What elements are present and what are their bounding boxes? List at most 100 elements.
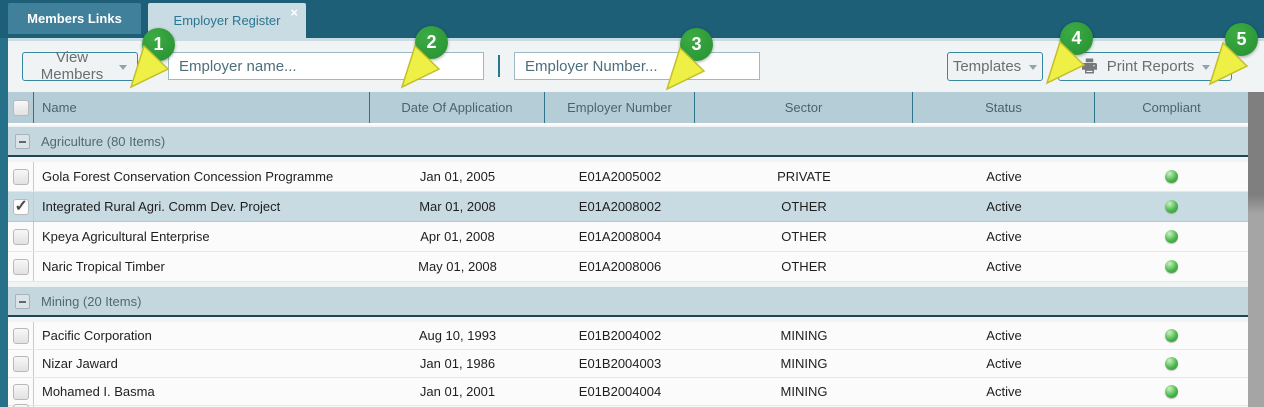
column-header-employer-number[interactable]: Employer Number bbox=[545, 92, 695, 123]
cell-status: Active bbox=[986, 169, 1022, 184]
chevron-down-icon bbox=[1029, 64, 1038, 70]
row-checkbox[interactable] bbox=[12, 196, 29, 216]
tab-members-links[interactable]: Members Links bbox=[8, 3, 141, 34]
cell-employer-number: E01B2004003 bbox=[578, 356, 662, 371]
column-header-compliant[interactable]: Compliant bbox=[1142, 100, 1201, 115]
annotation-arrow-icon bbox=[129, 44, 170, 89]
table-body: Agriculture (80 Items) Gola Forest Conse… bbox=[8, 127, 1248, 407]
cell-name: Gola Forest Conservation Concession Prog… bbox=[42, 169, 334, 184]
table-row[interactable]: Nizar Jaward Jan 01, 1986 E01B2004003 MI… bbox=[8, 350, 1248, 378]
table-row[interactable]: Kpeya Agricultural Enterprise Apr 01, 20… bbox=[8, 222, 1248, 252]
cell-sector: MINING bbox=[780, 356, 828, 371]
annotation-callout-4: 4 bbox=[1045, 22, 1093, 85]
cell-name: Nizar Jaward bbox=[42, 356, 118, 371]
column-header-status[interactable]: Status bbox=[913, 92, 1095, 123]
vertical-scrollbar[interactable] bbox=[1248, 92, 1264, 407]
table-row[interactable]: Integrated Rural Agri. Comm Dev. Project… bbox=[8, 192, 1248, 222]
table-header-row: Name Date Of Application Employer Number… bbox=[8, 92, 1248, 125]
cell-status: Active bbox=[986, 328, 1022, 343]
cell-sector: PRIVATE bbox=[777, 169, 831, 184]
cell-employer-number: E01A2005002 bbox=[578, 169, 662, 184]
cell-date: Jan 01, 2005 bbox=[419, 169, 496, 184]
row-checkbox[interactable] bbox=[12, 228, 29, 245]
cell-date: Mar 01, 2008 bbox=[419, 199, 496, 214]
column-header-name[interactable]: Name bbox=[34, 92, 370, 123]
toolbar-separator bbox=[498, 55, 500, 77]
group-row[interactable]: Mining (20 Items) bbox=[8, 287, 1248, 317]
select-all-checkbox[interactable] bbox=[12, 99, 29, 116]
column-header-sector[interactable]: Sector bbox=[695, 92, 913, 123]
cell-status: Active bbox=[986, 356, 1022, 371]
row-checkbox[interactable] bbox=[12, 168, 29, 185]
cell-date: May 01, 2008 bbox=[418, 259, 497, 274]
cell-status: Active bbox=[986, 259, 1022, 274]
collapse-minus-icon[interactable] bbox=[15, 133, 30, 149]
tab-employer-register-label: Employer Register bbox=[173, 13, 281, 28]
annotation-callout-3: 3 bbox=[665, 28, 713, 91]
compliant-green-icon bbox=[1165, 385, 1178, 398]
collapse-minus-icon[interactable] bbox=[15, 293, 30, 309]
compliant-green-icon bbox=[1165, 170, 1178, 183]
print-reports-label: Print Reports bbox=[1106, 57, 1195, 75]
row-checkbox[interactable] bbox=[12, 327, 29, 344]
row-checkbox[interactable] bbox=[12, 355, 29, 372]
table-row[interactable]: Mohamed I. Basma Jan 01, 2001 E01B200400… bbox=[8, 378, 1248, 406]
group-label: Agriculture (80 Items) bbox=[41, 133, 166, 149]
employer-table: Name Date Of Application Employer Number… bbox=[8, 92, 1248, 407]
group-row[interactable]: Agriculture (80 Items) bbox=[8, 127, 1248, 157]
annotation-arrow-icon bbox=[1208, 41, 1249, 86]
view-members-button[interactable]: View Members bbox=[22, 49, 138, 83]
table-row[interactable]: Pacific Corporation Aug 10, 1993 E01B200… bbox=[8, 322, 1248, 350]
tab-members-links-label: Members Links bbox=[27, 11, 122, 26]
cell-date: Jan 01, 2001 bbox=[419, 384, 496, 399]
cell-date: Aug 10, 1993 bbox=[418, 328, 497, 343]
annotation-arrow-icon bbox=[400, 44, 441, 89]
row-checkbox[interactable] bbox=[12, 258, 29, 275]
cell-sector: OTHER bbox=[781, 229, 827, 244]
chevron-down-icon bbox=[1202, 64, 1211, 70]
cell-employer-number: E01A2008002 bbox=[578, 199, 662, 214]
cell-name: Naric Tropical Timber bbox=[42, 259, 165, 274]
cell-date: Jan 01, 1986 bbox=[419, 356, 496, 371]
printer-icon bbox=[1081, 58, 1097, 74]
column-header-date[interactable]: Date Of Application bbox=[370, 92, 545, 123]
employer-number-input[interactable] bbox=[514, 52, 760, 80]
cell-sector: MINING bbox=[780, 384, 828, 399]
print-reports-button[interactable]: Print Reports bbox=[1058, 51, 1232, 81]
annotation-callout-2: 2 bbox=[400, 26, 448, 89]
close-icon[interactable]: × bbox=[290, 5, 298, 20]
toolbar: View Members Templates Print Reports bbox=[8, 41, 1264, 91]
table-row[interactable]: Gola Forest Conservation Concession Prog… bbox=[8, 162, 1248, 192]
templates-button[interactable]: Templates bbox=[947, 51, 1043, 81]
row-checkbox[interactable] bbox=[12, 403, 29, 407]
compliant-green-icon bbox=[1165, 260, 1178, 273]
table-row[interactable]: Naric Tropical Timber May 01, 2008 E01A2… bbox=[8, 252, 1248, 282]
annotation-callout-5: 5 bbox=[1208, 23, 1258, 86]
cell-name: Kpeya Agricultural Enterprise bbox=[42, 229, 210, 244]
row-checkbox[interactable] bbox=[12, 383, 29, 400]
cell-date: Apr 01, 2008 bbox=[420, 229, 495, 244]
cell-status: Active bbox=[986, 229, 1022, 244]
compliant-green-icon bbox=[1165, 200, 1178, 213]
compliant-green-icon bbox=[1165, 329, 1178, 342]
cell-name: Pacific Corporation bbox=[42, 328, 152, 343]
annotation-callout-1: 1 bbox=[129, 28, 175, 89]
cell-employer-number: E01A2008004 bbox=[578, 229, 662, 244]
chevron-down-icon bbox=[119, 64, 127, 70]
annotation-arrow-icon bbox=[1045, 40, 1086, 85]
cell-name: Mohamed I. Basma bbox=[42, 384, 155, 399]
cell-employer-number: E01A2008006 bbox=[578, 259, 662, 274]
left-edge-strip bbox=[0, 38, 8, 407]
annotation-arrow-icon bbox=[665, 46, 706, 91]
view-members-label: View Members bbox=[40, 49, 104, 83]
cell-sector: MINING bbox=[780, 328, 828, 343]
tab-employer-register[interactable]: Employer Register × bbox=[148, 3, 306, 38]
templates-label: Templates bbox=[952, 57, 1022, 75]
cell-sector: OTHER bbox=[781, 259, 827, 274]
cell-employer-number: E01B2004004 bbox=[578, 384, 662, 399]
cell-employer-number: E01B2004002 bbox=[578, 328, 662, 343]
group-label: Mining (20 Items) bbox=[41, 293, 142, 309]
cell-status: Active bbox=[986, 199, 1022, 214]
tab-bar-underline bbox=[0, 38, 1264, 41]
